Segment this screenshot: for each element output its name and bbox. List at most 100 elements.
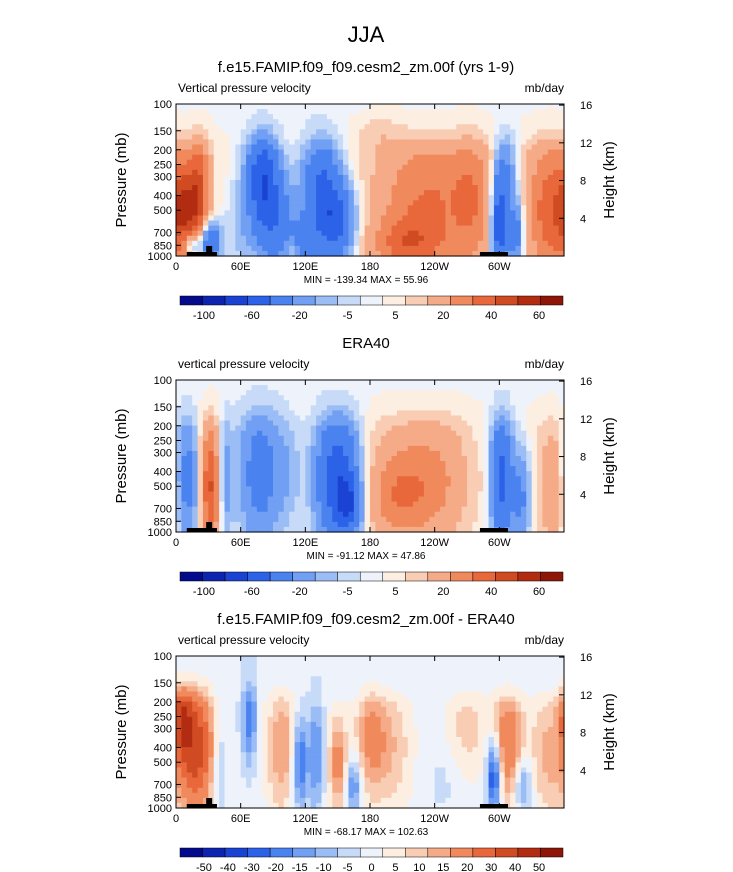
heatmap-cell [499, 511, 506, 518]
heatmap-cell [461, 516, 468, 523]
heatmap-cell [283, 456, 290, 462]
x-tick-label: 60E [231, 537, 251, 549]
y-tick-label: 850 [154, 516, 172, 528]
heatmap-cell [229, 164, 236, 171]
heatmap-cell [429, 496, 436, 503]
heatmap-cell [477, 400, 484, 406]
heatmap-cell [224, 144, 231, 151]
heatmap-cell [305, 420, 312, 427]
heatmap-cell [192, 466, 199, 472]
heatmap-cell [332, 185, 339, 191]
heatmap-cell [213, 220, 220, 227]
heatmap-cell [423, 205, 430, 211]
heatmap-cell [294, 471, 301, 477]
heatmap-cell [445, 180, 452, 186]
heatmap-cell [316, 666, 323, 672]
heatmap-cell [547, 666, 554, 672]
heatmap-cell [305, 521, 312, 528]
heatmap-cell [202, 154, 209, 161]
heatmap-cell [547, 154, 554, 161]
heatmap-cell [413, 129, 420, 135]
heatmap-cell [321, 666, 328, 672]
heatmap-cell [186, 666, 193, 672]
heatmap-cell [450, 440, 457, 447]
heatmap-cell [364, 481, 371, 487]
heatmap-cell [213, 235, 220, 242]
heatmap-cell [413, 385, 420, 391]
heatmap-cell [326, 139, 333, 146]
heatmap-cell [229, 410, 236, 417]
heatmap-cell [434, 154, 441, 161]
heatmap-cell [289, 390, 296, 396]
heatmap-cell [262, 180, 269, 186]
heatmap-cell [380, 395, 387, 401]
heatmap-cell [483, 461, 490, 467]
heatmap-cell [553, 516, 560, 523]
heatmap-cell [450, 410, 457, 417]
heatmap-cell [283, 666, 290, 672]
heatmap-cell [456, 215, 463, 222]
heatmap-cell [483, 385, 490, 391]
heatmap-cell [418, 526, 425, 533]
heatmap-cell [531, 521, 538, 528]
heatmap-cell [558, 656, 565, 662]
heatmap-cell [202, 395, 209, 401]
heatmap-cell [294, 491, 301, 498]
heatmap-cell [483, 114, 490, 120]
heatmap-cell [391, 144, 398, 151]
heatmap-cell [337, 425, 344, 432]
heatmap-cell [386, 220, 393, 227]
heatmap-cell [267, 250, 274, 257]
heatmap-cell [267, 210, 274, 217]
heatmap-cell [418, 491, 425, 498]
heatmap-cell [461, 661, 468, 667]
heatmap-cell [186, 491, 193, 498]
heatmap-cell [219, 250, 226, 257]
heatmap-cell [547, 220, 554, 227]
heatmap-cell [273, 195, 279, 201]
heatmap-cell [348, 661, 355, 667]
heatmap-cell [197, 656, 204, 662]
heatmap-cell [278, 440, 285, 447]
heatmap-cell [493, 159, 500, 166]
heatmap-cell [418, 420, 425, 427]
heatmap-cell [499, 104, 506, 110]
heatmap-cell [262, 516, 269, 523]
heatmap-cell [224, 681, 231, 687]
heatmap-cell [246, 511, 253, 518]
heatmap-cell [192, 124, 199, 130]
heatmap-cell [558, 154, 565, 161]
heatmap-cell [526, 169, 533, 176]
heatmap-cell [316, 461, 323, 467]
heatmap-cell [499, 385, 506, 391]
heatmap-cell [461, 200, 468, 206]
heatmap-cell [467, 471, 473, 477]
heatmap-cell [273, 425, 279, 432]
heatmap-cell [176, 380, 182, 386]
heatmap-cell [246, 185, 253, 191]
heatmap-cell [348, 250, 355, 257]
heatmap-cell [477, 445, 484, 452]
heatmap-cell [375, 139, 382, 146]
heatmap-cell [386, 195, 393, 201]
heatmap-cell [375, 501, 382, 508]
heatmap-cell [289, 671, 296, 677]
heatmap-cell [488, 119, 495, 125]
heatmap-cell [450, 385, 457, 391]
heatmap-cell [488, 200, 495, 206]
heatmap-cell [310, 180, 317, 186]
heatmap-cell [310, 681, 317, 687]
heatmap-cell [332, 686, 339, 693]
heatmap-cell [251, 461, 258, 467]
heatmap-cell [553, 180, 560, 186]
heatmap-cell [262, 656, 269, 662]
heatmap-cell [531, 154, 538, 161]
heatmap-cell [278, 410, 285, 417]
heatmap-cell [332, 676, 339, 682]
heatmap-cell [316, 205, 323, 211]
heatmap-cell [380, 471, 387, 477]
heatmap-cell [370, 511, 376, 518]
heatmap-cell [359, 450, 366, 457]
heatmap-cell [364, 420, 371, 427]
heatmap-cell [380, 240, 387, 247]
